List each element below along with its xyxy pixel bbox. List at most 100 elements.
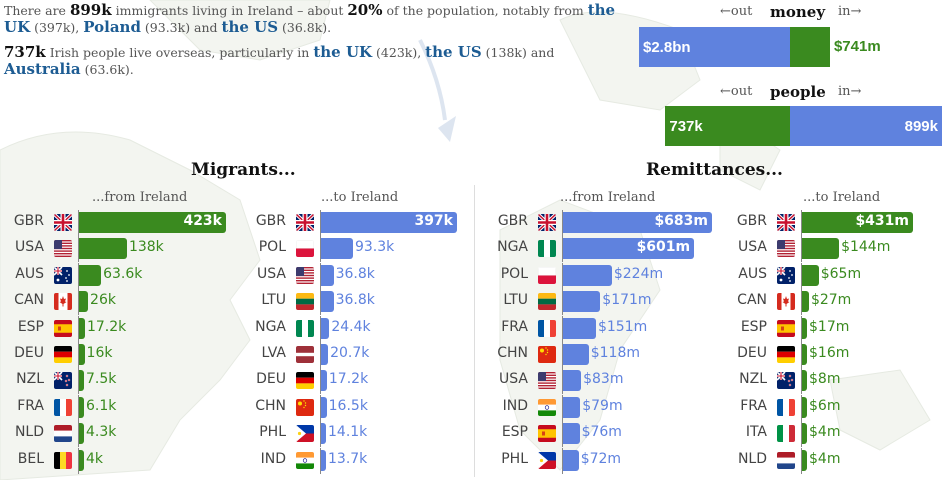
bar-row[interactable]: PHL $72m — [484, 447, 714, 474]
country-code: NZL — [16, 371, 44, 388]
country-link[interactable]: Poland — [83, 18, 141, 36]
bar-row[interactable]: DEU $16m — [723, 342, 950, 368]
flag-chn-icon — [296, 398, 314, 416]
bar-row[interactable]: DEU 17.2k — [242, 368, 472, 395]
bar-value-label: 138k — [128, 239, 164, 256]
bar-row[interactable]: IND 13.7k — [242, 447, 472, 474]
country-link[interactable]: Australia — [4, 60, 81, 78]
bar-row[interactable]: FRA 6.1k — [0, 394, 230, 421]
flag-nzl-icon — [777, 372, 795, 390]
bar-value-label: 4k — [86, 450, 104, 467]
bar-row[interactable]: LTU $171m — [484, 289, 714, 316]
bar-row[interactable]: GBR $683m — [484, 210, 714, 236]
bar-value-label: $17m — [809, 318, 850, 335]
country-link[interactable]: the UK — [313, 43, 373, 61]
bar-axis — [78, 236, 79, 263]
bar-row[interactable]: FRA $151m — [484, 315, 714, 342]
country-link[interactable]: the US — [425, 43, 482, 61]
flag-fra-icon — [777, 398, 795, 416]
bar — [802, 264, 819, 286]
people-flow-bar: 737k 899k — [665, 106, 942, 146]
bar-row[interactable]: AUS 63.6k — [0, 262, 230, 289]
bar-row[interactable]: NGA $601m — [484, 236, 714, 263]
bar-value-label: $601m — [636, 239, 691, 256]
money-flow-header: ←out money in→ — [720, 3, 870, 21]
bar — [321, 344, 329, 365]
bar-value-label: 4.3k — [86, 424, 117, 441]
migrants-heading: Migrants... — [191, 160, 296, 180]
bar — [802, 291, 809, 313]
bar — [321, 212, 457, 233]
bar-row[interactable]: CHN $118m — [484, 342, 714, 368]
bar-row[interactable]: NLD 4.3k — [0, 421, 230, 448]
bar — [79, 344, 85, 365]
country-code: IND — [260, 450, 286, 467]
bar-row[interactable]: IND $79m — [484, 394, 714, 421]
bar-axis — [78, 394, 79, 421]
bar — [79, 423, 84, 445]
bar-row[interactable]: USA $83m — [484, 368, 714, 395]
bar-row[interactable]: CAN $27m — [723, 289, 950, 316]
bar-row[interactable]: POL 93.3k — [242, 236, 472, 263]
bar-row[interactable]: ESP $76m — [484, 421, 714, 448]
country-code: AUS — [738, 265, 767, 282]
bar-axis — [801, 421, 802, 448]
bar-row[interactable]: AUS $65m — [723, 262, 950, 289]
flag-ind-icon — [538, 398, 556, 416]
bar-row[interactable]: NZL 7.5k — [0, 368, 230, 395]
flag-usa-icon — [538, 372, 556, 390]
bar-row[interactable]: POL $224m — [484, 262, 714, 289]
bar-row[interactable]: DEU 16k — [0, 342, 230, 368]
summary-text: There are — [4, 3, 70, 18]
people-out-segment: 737k — [665, 106, 790, 146]
bar-axis — [562, 394, 563, 421]
bar — [321, 238, 353, 260]
bar-axis — [801, 447, 802, 474]
bar-row[interactable]: USA 36.8k — [242, 262, 472, 289]
bar-row[interactable]: GBR 423k — [0, 210, 230, 236]
emigrants-summary: 737k Irish people live overseas, particu… — [4, 44, 634, 78]
bar-row[interactable]: ESP 17.2k — [0, 315, 230, 342]
country-link[interactable]: the UK — [4, 1, 616, 36]
bar-row[interactable]: ESP $17m — [723, 315, 950, 342]
bar-row[interactable]: BEL 4k — [0, 447, 230, 474]
bar-axis — [78, 262, 79, 289]
bar — [563, 449, 579, 471]
bar-row[interactable]: NLD $4m — [723, 447, 950, 474]
bar-value-label: $151m — [597, 318, 648, 335]
bar — [79, 317, 85, 339]
bar-row[interactable]: CHN 16.5k — [242, 394, 472, 421]
bar-axis — [78, 421, 79, 448]
bar-value-label: $224m — [613, 265, 664, 282]
summary-text: Irish people live overseas, particularly… — [45, 45, 314, 60]
bar-axis — [801, 236, 802, 263]
country-link[interactable]: the US — [221, 18, 279, 36]
bar-row[interactable]: CAN 26k — [0, 289, 230, 316]
bar-row[interactable]: PHL 14.1k — [242, 421, 472, 448]
bar — [563, 264, 612, 286]
bar-row[interactable]: LVA 20.7k — [242, 342, 472, 368]
bar-row[interactable]: GBR 397k — [242, 210, 472, 236]
country-code: DEU — [737, 345, 767, 361]
summary-text: (93.3k) and — [140, 20, 222, 35]
bar — [563, 370, 582, 392]
people-in-segment: 899k — [789, 106, 942, 146]
bar-axis — [320, 447, 321, 474]
bar-row[interactable]: GBR $431m — [723, 210, 950, 236]
country-code: LTU — [503, 292, 528, 309]
bar-value-label: $171m — [602, 292, 652, 309]
bar-row[interactable]: NGA 24.4k — [242, 315, 472, 342]
summary-text: immigrants living in Ireland – about — [111, 3, 348, 18]
bar-row[interactable]: NZL $8m — [723, 368, 950, 395]
bar-value-label: 63.6k — [103, 265, 143, 282]
people-in-label: in→ — [838, 84, 862, 99]
bar-row[interactable]: FRA $6m — [723, 394, 950, 421]
bar-row[interactable]: ITA $4m — [723, 421, 950, 448]
bar-row[interactable]: LTU 36.8k — [242, 289, 472, 316]
migrants-from-header: ...from Ireland — [92, 190, 188, 205]
flag-esp-icon — [54, 319, 72, 337]
bar-row[interactable]: USA 138k — [0, 236, 230, 263]
bar-axis — [801, 315, 802, 342]
people-out-label: ←out — [720, 84, 753, 99]
bar-row[interactable]: USA $144m — [723, 236, 950, 263]
